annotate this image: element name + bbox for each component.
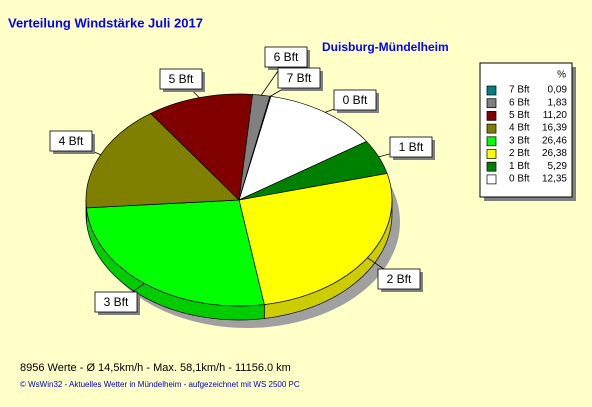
legend-value: 5,29: [548, 161, 568, 172]
label-box: [333, 89, 377, 111]
label-box: [94, 291, 138, 313]
slice-label: 1 Bft: [399, 140, 424, 154]
pie-slice: [238, 173, 393, 305]
label-box: [277, 67, 321, 89]
chart-subtitle: Duisburg-Mündelheim: [322, 40, 449, 54]
legend-value: 0,09: [548, 85, 568, 96]
legend-value: 26,38: [542, 148, 567, 159]
legend-value: 1,83: [548, 97, 568, 108]
legend-label: 1 Bft: [509, 161, 530, 172]
legend-label: 4 Bft: [509, 123, 530, 134]
slice-label: 6 Bft: [274, 50, 299, 64]
slice-label: 0 Bft: [343, 93, 368, 107]
legend-label: 5 Bft: [509, 110, 530, 121]
pie-slice: [86, 199, 265, 307]
slice-label: 4 Bft: [59, 134, 84, 148]
legend-swatch: [486, 136, 497, 147]
legend-label: 3 Bft: [509, 135, 530, 146]
legend-label: 7 Bft: [509, 85, 530, 96]
label-box: [49, 130, 93, 152]
legend-swatch: [486, 161, 497, 172]
slice-label: 3 Bft: [104, 295, 129, 309]
legend-value: 26,46: [542, 135, 567, 146]
pie-slice: [85, 112, 240, 209]
slice-label: 7 Bft: [287, 71, 312, 85]
slice-label: 5 Bft: [169, 72, 194, 86]
label-box: [264, 46, 308, 68]
legend-swatch: [486, 98, 497, 109]
label-box: [389, 136, 433, 158]
chart-title: Verteilung Windstärke Juli 2017: [8, 15, 203, 30]
label-box: [377, 268, 421, 290]
slice-label: 2 Bft: [387, 272, 412, 286]
legend-value: 11,20: [543, 110, 568, 121]
legend-swatch: [486, 85, 497, 96]
legend-value: 12,35: [542, 174, 567, 185]
credit: © WsWin32 - Aktuelles Wetter in Mündelhe…: [20, 380, 300, 389]
footer: 8956 Werte - Ø 14,5km/h - Max. 58,1km/h …: [20, 362, 291, 374]
label-box: [159, 68, 203, 90]
legend-label: 2 Bft: [509, 148, 530, 159]
legend-label: 0 Bft: [509, 174, 530, 185]
legend-swatch: [486, 123, 497, 134]
pie-slice: [150, 93, 253, 201]
legend-value: 16,39: [542, 123, 567, 134]
legend-swatch: [486, 111, 497, 121]
legend-header: %: [557, 70, 566, 81]
legend-swatch: [486, 149, 497, 159]
pie-slice: [238, 95, 368, 201]
legend-swatch: [486, 174, 497, 185]
legend-label: 6 Bft: [509, 97, 530, 108]
